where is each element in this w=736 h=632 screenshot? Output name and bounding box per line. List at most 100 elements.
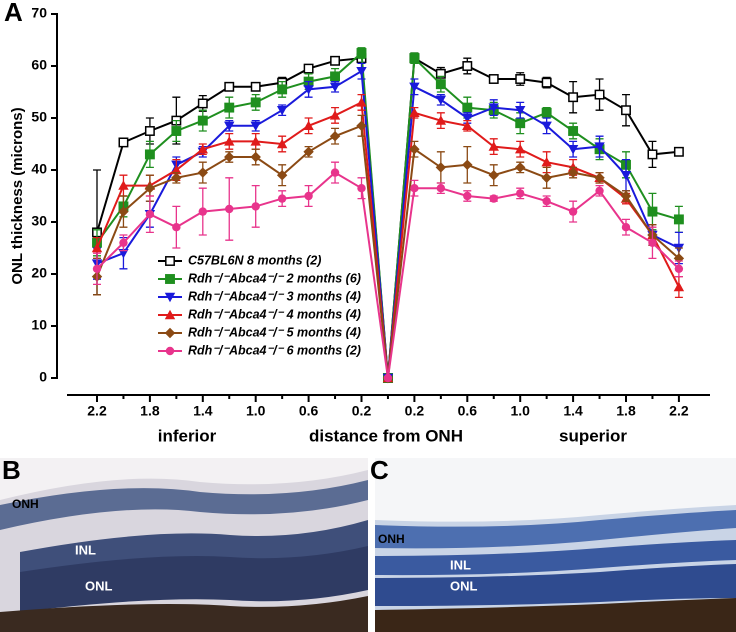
point (250, 97, 261, 108)
point (620, 171, 632, 181)
y-tick-label: 20 (31, 265, 47, 281)
layer (375, 540, 736, 576)
legend-marker (164, 292, 176, 303)
x-side-label: superior (559, 426, 627, 445)
point (330, 71, 341, 82)
point (568, 207, 578, 216)
x-tick-label: 1.4 (193, 403, 213, 419)
layer (0, 480, 368, 530)
x-tick-label: 1.8 (616, 403, 636, 419)
point (250, 121, 261, 131)
point (224, 121, 235, 131)
legend-label: Rdh⁻/⁻Abca4⁻/⁻ 3 months (4) (188, 289, 361, 303)
y-axis-label: ONL thickness (microns) (9, 107, 26, 284)
point (304, 191, 313, 201)
point (541, 157, 552, 167)
panel-b (0, 458, 368, 632)
point (567, 145, 579, 155)
legend-marker (164, 309, 176, 320)
choroid (0, 596, 368, 632)
series-line (96, 56, 679, 379)
point (567, 167, 579, 178)
point (172, 223, 181, 232)
point (673, 281, 685, 292)
series: Rdh⁻/⁻Abca4⁻/⁻ 3 months (4) (91, 62, 685, 384)
point (515, 162, 526, 173)
point (119, 238, 128, 247)
point (383, 373, 393, 383)
point (489, 194, 498, 203)
image-label: ONL (85, 578, 113, 593)
point (171, 126, 182, 136)
point (410, 184, 419, 193)
legend-marker (165, 274, 175, 284)
x-tick-label: 2.2 (87, 403, 107, 419)
point (251, 202, 260, 211)
series: Rdh⁻/⁻Abca4⁻/⁻ 4 months (4) (91, 93, 685, 383)
y-tick-label: 70 (31, 5, 47, 21)
point (647, 206, 658, 217)
point (144, 149, 155, 160)
panel-label: C (370, 455, 389, 485)
point (356, 48, 367, 58)
legend-label: Rdh⁻/⁻Abca4⁻/⁻ 6 months (2) (188, 343, 361, 357)
point (673, 214, 684, 225)
point (594, 89, 605, 100)
layer (375, 564, 736, 606)
point (568, 126, 579, 136)
point (594, 172, 605, 183)
point (541, 77, 552, 88)
point (224, 151, 235, 163)
y-tick-label: 50 (31, 109, 47, 125)
point (674, 264, 684, 273)
image-label: ONH (12, 497, 39, 511)
point (356, 97, 367, 107)
point (277, 194, 287, 203)
point (250, 136, 261, 146)
point (250, 151, 261, 163)
point (145, 210, 155, 219)
point (462, 113, 473, 124)
point (329, 110, 341, 120)
point (118, 180, 129, 190)
point (488, 103, 499, 113)
point (225, 204, 234, 214)
x-axis-label: distance from ONH (309, 426, 463, 445)
y-tick-label: 40 (31, 161, 47, 177)
point (303, 85, 314, 95)
x-side-label: inferior (158, 426, 217, 445)
point (462, 120, 473, 130)
point (435, 95, 447, 105)
point (488, 170, 499, 181)
legend-marker (164, 327, 176, 339)
point (303, 120, 314, 130)
point (515, 106, 526, 116)
point (409, 107, 420, 117)
point (435, 115, 447, 125)
series: C57BL6N 8 months (2) (92, 52, 684, 383)
point (541, 172, 552, 183)
point (224, 136, 235, 146)
point (516, 189, 525, 198)
x-tick-label: 0.6 (299, 403, 319, 419)
point (250, 81, 261, 92)
point (594, 142, 605, 152)
point (118, 249, 129, 259)
point (330, 55, 341, 66)
point (118, 137, 129, 148)
point (91, 242, 103, 253)
point (673, 146, 684, 157)
point (435, 79, 446, 90)
y-tick-label: 10 (31, 317, 47, 333)
x-tick-label: 1.4 (563, 403, 583, 419)
x-tick-label: 1.8 (140, 403, 160, 419)
legend-marker (165, 256, 175, 266)
image-label: INL (450, 557, 471, 572)
point (409, 82, 420, 92)
point (488, 74, 499, 84)
point (197, 144, 208, 154)
point (488, 141, 499, 151)
panel-label: B (2, 455, 21, 485)
point (197, 115, 208, 126)
